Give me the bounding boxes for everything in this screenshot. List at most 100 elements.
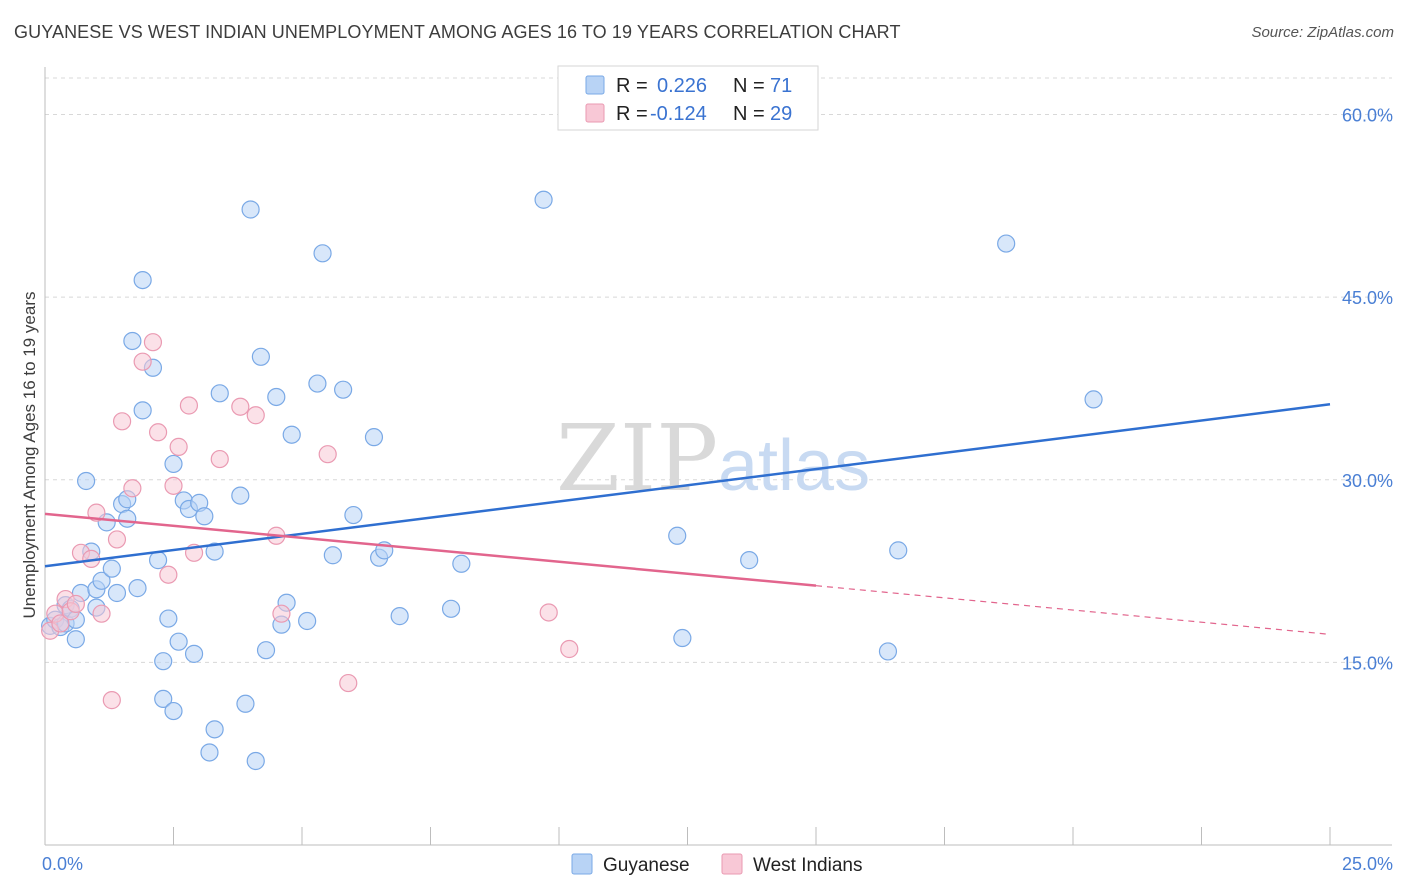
guyanese-point (878, 642, 898, 661)
guyanese-point (118, 509, 137, 528)
guyanese-point (195, 507, 214, 526)
west-indians-point (123, 479, 142, 498)
grid-layer (45, 77, 1392, 663)
legend-r-label-west-indians: R = (616, 103, 648, 125)
legend-n-label-guyanese: N = (733, 75, 765, 97)
guyanese-trend-line (44, 403, 1331, 568)
guyanese-point (441, 599, 461, 618)
guyanese-point (154, 652, 173, 671)
axes-layer: 15.0% 30.0% 45.0% 60.0% 0.0% 25.0% (42, 67, 1393, 874)
west-indians-point (539, 603, 558, 622)
west-indians-point (318, 445, 337, 464)
legend-swatch-west-indians (585, 103, 605, 123)
west-indians-point (164, 476, 183, 495)
west-indians-point (159, 565, 178, 584)
guyanese-point (92, 571, 111, 590)
y-axis-label: Unemployment Among Ages 16 to 19 years (20, 292, 39, 619)
y-tick-label: 30.0% (1342, 471, 1393, 491)
y-tick-label: 60.0% (1342, 106, 1393, 126)
source-credit: Source: ZipAtlas.com (1251, 24, 1394, 41)
guyanese-point (344, 505, 363, 525)
west-indians-point (179, 396, 199, 415)
west-indians-point (92, 604, 111, 623)
guyanese-point (246, 751, 265, 771)
west-indians-point (133, 352, 152, 371)
west-indians-point (102, 691, 121, 710)
bottom-legend-label-guyanese: Guyanese (603, 855, 690, 876)
guyanese-point (452, 554, 471, 573)
west-indians-point (169, 437, 188, 456)
bottom-legend-swatch-guyanese (571, 853, 593, 875)
guyanese-point (267, 387, 286, 407)
guyanese-point (241, 200, 260, 219)
west-indians-trend-line (44, 512, 817, 587)
y-tick-label: 45.0% (1342, 288, 1393, 308)
guyanese-point (668, 526, 687, 545)
guyanese-point (107, 583, 127, 603)
legend-swatch-guyanese (585, 75, 605, 95)
west-indians-point (143, 333, 163, 352)
guyanese-point (128, 579, 147, 598)
west-indians-point (148, 423, 168, 442)
guyanese-point (236, 694, 255, 713)
guyanese-point (256, 641, 276, 660)
guyanese-point (1084, 390, 1103, 409)
guyanese-point (308, 374, 327, 393)
legend-n-value-guyanese: 71 (770, 75, 792, 97)
guyanese-point (740, 551, 759, 570)
watermark-zip: ZIP (556, 405, 718, 512)
guyanese-point (205, 542, 224, 561)
y-tick-label: 15.0% (1342, 653, 1393, 673)
west-indians-point (231, 397, 250, 416)
guyanese-point (77, 471, 96, 491)
guyanese-point (364, 428, 384, 447)
west-indians-point (272, 604, 291, 623)
guyanese-point (997, 234, 1016, 253)
legend-n-label-west-indians: N = (733, 103, 765, 125)
points-layer (41, 190, 1103, 771)
guyanese-point (164, 701, 183, 721)
legend-r-value-west-indians: -0.124 (650, 103, 707, 125)
guyanese-point (133, 270, 152, 290)
guyanese-point (390, 607, 409, 626)
west-indians-point (87, 503, 106, 522)
west-indians-point (112, 412, 132, 431)
x-tick-label: 0.0% (42, 854, 83, 874)
guyanese-point (159, 609, 178, 628)
guyanese-point (200, 743, 219, 762)
guyanese-point (123, 331, 142, 351)
guyanese-point (184, 644, 204, 663)
west-indians-point (210, 449, 229, 469)
west-indians-trend-extension (815, 585, 1331, 635)
west-indians-point (107, 530, 127, 549)
guyanese-point (164, 454, 183, 474)
bottom-legend-label-west-indians: West Indians (753, 855, 862, 876)
guyanese-point (133, 401, 152, 420)
guyanese-point (102, 559, 121, 578)
x-tick-label: 25.0% (1342, 854, 1393, 874)
guyanese-point (334, 380, 353, 399)
guyanese-point (251, 347, 270, 366)
trend-layer (44, 403, 1331, 635)
west-indians-point (246, 406, 265, 425)
guyanese-point (210, 384, 229, 403)
guyanese-point (534, 190, 553, 209)
west-indians-point (560, 639, 579, 659)
guyanese-point (148, 551, 168, 570)
guyanese-point (313, 244, 332, 263)
legend-n-value-west-indians: 29 (770, 103, 792, 125)
guyanese-point (66, 630, 85, 649)
guyanese-point (889, 541, 908, 560)
guyanese-point (154, 689, 173, 709)
guyanese-point (169, 632, 188, 651)
top-legend: R = 0.226 N = 71 R = -0.124 N = 29 (557, 65, 819, 131)
guyanese-point (205, 720, 224, 739)
guyanese-point (231, 486, 250, 505)
guyanese-point (298, 611, 317, 631)
west-indians-point (51, 614, 70, 633)
bottom-legend-swatch-west-indians (721, 853, 743, 875)
guyanese-point (282, 425, 301, 444)
legend-r-value-guyanese: 0.226 (657, 75, 707, 97)
guyanese-point (673, 628, 692, 648)
